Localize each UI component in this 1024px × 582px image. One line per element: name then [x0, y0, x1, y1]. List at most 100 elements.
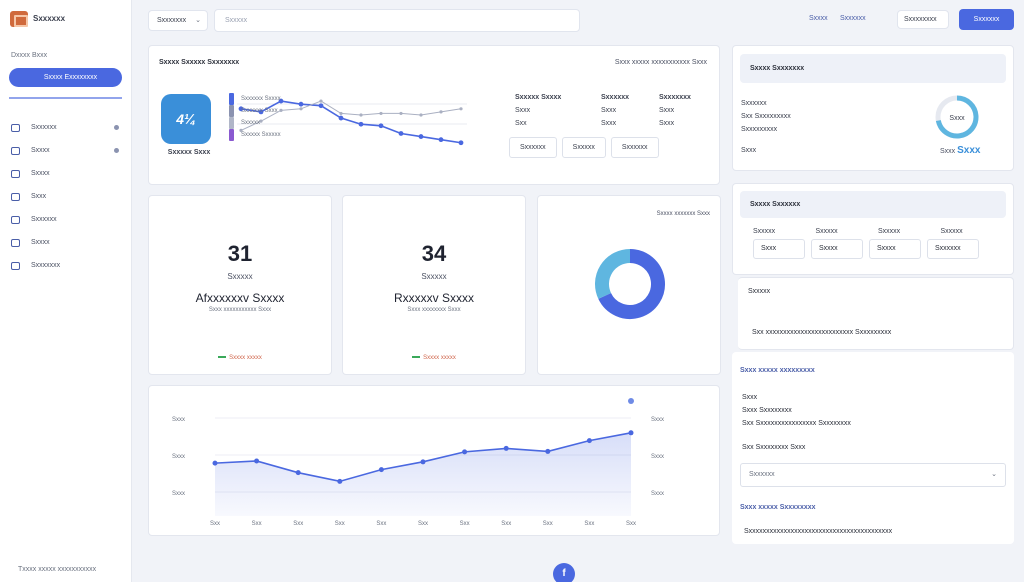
summary-tag: Sxxx Sxxx: [940, 145, 980, 156]
table-row: Sxx Sxxx Sxxx: [515, 120, 719, 133]
sidebar-item-label: Sxxxx: [31, 170, 50, 177]
filter-chip[interactable]: Sxxx: [753, 239, 805, 259]
sidebar-item[interactable]: Sxxxxxx: [0, 116, 132, 139]
filter-column-label: Sxxxxx: [940, 228, 963, 235]
sidebar-divider: [9, 97, 122, 99]
table-cell: Sxxx: [601, 107, 617, 114]
summary-lines: Sxxxxxx Sxx Sxxxxxxxxx Sxxxxxxxxx: [741, 97, 791, 136]
sidebar-item[interactable]: Sxxxxxxx: [0, 254, 132, 277]
stat-label: Rxxxxxv Sxxxx: [393, 291, 474, 305]
sidebar-item[interactable]: Sxxxx: [0, 162, 132, 185]
chart-series-line: [240, 100, 462, 144]
area-ytick-right: Sxxx: [651, 417, 664, 423]
ring-progress: [935, 95, 979, 139]
details-select-value: Sxxxxxx: [749, 471, 775, 478]
donut-card: Sxxxx xxxxxxx Sxxx: [537, 195, 721, 375]
filter-chip[interactable]: Sxxxx: [869, 239, 921, 259]
details-line: Sxxx: [742, 394, 758, 401]
stat-trend-text: Sxxxx xxxxx: [423, 355, 456, 361]
details-link-2[interactable]: Sxxx xxxxx Sxxxxxxxx: [740, 504, 816, 511]
overview-card: Sxxxx Sxxxxx Sxxxxxxx Sxxx xxxxx xxxxxxx…: [148, 45, 720, 185]
sidebar-item-label: Sxxxxxx: [31, 216, 57, 223]
search-input[interactable]: Sxxxxx: [214, 9, 580, 32]
stat-number: 34: [421, 241, 447, 266]
chart-point: [278, 98, 284, 104]
sidebar-nav: Sxxxxxx Sxxxx Sxxxx Sxxx Sxxxxxx Sxxxx Sxxxxxx…: [0, 116, 132, 277]
area-fill: [215, 432, 631, 516]
stat-number: 31: [227, 241, 253, 266]
overview-chip-button[interactable]: Sxxxxxx: [509, 137, 557, 158]
app-tile-icon[interactable]: 4¼: [161, 94, 211, 144]
chart-point: [399, 111, 403, 116]
legend-item: Sxxxxxx Sxxxx: [229, 93, 281, 105]
sidebar-item[interactable]: Sxxxx: [0, 139, 132, 162]
legend-item: Sxxxxx: [229, 117, 281, 129]
ring-label: Sxxx: [949, 115, 965, 122]
table-cell: Sxxx: [601, 120, 617, 127]
area-ytick-right: Sxxx: [651, 491, 664, 497]
top-primary-button[interactable]: Sxxxxxx: [959, 9, 1014, 30]
overview-subtitle: Sxxx xxxxx xxxxxxxxxxx Sxxx: [614, 59, 707, 66]
area-point: [628, 430, 634, 436]
details-lines: Sxxx Sxxx Sxxxxxxxx Sxx Sxxxxxxxxxxxxxxx…: [742, 391, 851, 430]
summary-foot: Sxxx: [741, 147, 757, 154]
area-xtick: Sxx: [210, 521, 220, 527]
top-filter-pill[interactable]: Sxxxxxxxx: [897, 10, 949, 29]
legend-label: Sxxxxxx Sxxxx: [241, 96, 281, 102]
trend-bar: [412, 356, 421, 359]
chart-point: [299, 107, 303, 111]
chart-point: [419, 113, 423, 117]
filter-column-label: Sxxxxx: [878, 228, 901, 235]
legend-label: Sxxxxx: [241, 120, 261, 126]
nav-item-icon: [11, 146, 20, 155]
overview-button[interactable]: Sxxxxxx: [610, 137, 659, 158]
sidebar-item[interactable]: Sxxx: [0, 185, 132, 208]
sidebar-item[interactable]: Sxxxxxx: [0, 208, 132, 231]
chart-point: [239, 128, 243, 132]
overview-button[interactable]: Sxxxxx: [561, 137, 606, 158]
chevron-down-icon: ⌄: [195, 17, 201, 24]
legend-item: Sxxxxx Sxxxxx: [229, 129, 281, 141]
area-point: [586, 438, 592, 444]
chart-point: [439, 110, 443, 114]
filters-panel-title: Sxxxx Sxxxxxx: [740, 191, 1006, 218]
donut-slice: [598, 249, 665, 319]
chart-point: [279, 108, 283, 112]
nav-indicator-dot: [114, 125, 119, 130]
table-header-cell: Sxxxxxxx: [659, 94, 691, 101]
notes-line: Sxx xxxxxxxxxxxxxxxxxxxxxxxxx Sxxxxxxxxx: [752, 329, 892, 336]
donut-slice: [595, 249, 631, 299]
notes-title: Sxxxxx: [748, 288, 771, 295]
details-select[interactable]: Sxxxxxx ⌄: [740, 463, 1006, 487]
area-point: [254, 458, 260, 464]
chevron-down-icon: ⌄: [991, 471, 997, 478]
workspace-select[interactable]: Sxxxxxxx ⌄: [148, 10, 208, 31]
stat-trend-text: Sxxxx xxxxx: [229, 355, 262, 361]
overview-line-chart: [237, 98, 467, 146]
filter-chip[interactable]: Sxxxx: [811, 239, 863, 259]
chart-point: [238, 106, 244, 112]
help-fab-button[interactable]: f: [553, 563, 575, 582]
area-xtick: Sxx: [501, 521, 511, 527]
area-point: [545, 448, 551, 454]
table-row: Sxxx Sxxx Sxxx: [515, 107, 719, 120]
sidebar-primary-button[interactable]: Sxxxx Exxxxxxxx: [9, 68, 122, 87]
chart-point: [438, 137, 444, 143]
chart-point: [379, 111, 383, 116]
trend-bar: [218, 356, 227, 359]
workspace-select-label: Sxxxxxxx: [157, 17, 187, 24]
stat-description: Sxxx xxxxxxxx Sxxx: [407, 307, 461, 313]
details-link-1[interactable]: Sxxx xxxxx xxxxxxxxx: [740, 367, 815, 374]
sidebar-item[interactable]: Sxxxx: [0, 231, 132, 254]
details-sub: Sxx Sxxxxxxxx Sxxx: [742, 444, 806, 451]
details-panel: Sxxx xxxxx xxxxxxxxx Sxxx Sxxx Sxxxxxxxx…: [732, 352, 1014, 544]
top-link-2[interactable]: Sxxxxxx: [840, 15, 866, 22]
legend-label: Sxxxxx Sxxxxx: [241, 132, 281, 138]
overview-legend: Sxxxxxx Sxxxx Sxxxxxx Sxxx Sxxxxx Sxxxxx Sx…: [229, 93, 281, 141]
filter-chip[interactable]: Sxxxxxx: [927, 239, 979, 259]
stat-card-1: 31 Sxxxxx Afxxxxxxv Sxxxx Sxxx xxxxxxxxx…: [148, 195, 332, 375]
chart-point: [338, 115, 344, 121]
area-ytick-left: Sxxx: [172, 491, 185, 497]
nav-item-icon: [11, 238, 20, 247]
top-link-1[interactable]: Sxxxx: [809, 15, 828, 22]
